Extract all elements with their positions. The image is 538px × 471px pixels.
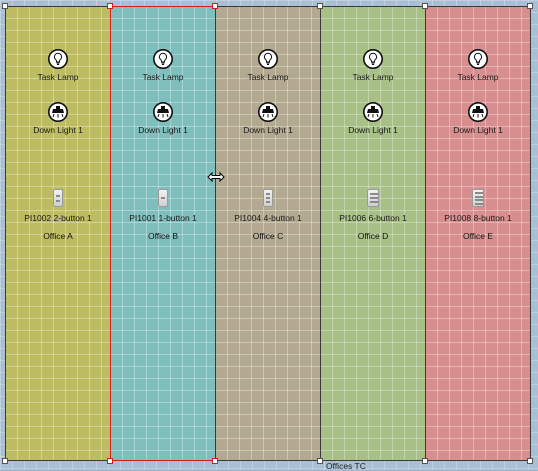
keypad-switch-icon (53, 189, 63, 207)
room-name: Office A (43, 231, 73, 241)
device-task-lamp[interactable]: Task Lamp (111, 49, 215, 82)
device-label: Task Lamp (247, 72, 289, 82)
room-office-c[interactable]: Task Lamp Down Light 1 PI1004 4-button 1… (215, 6, 321, 461)
device-label: Task Lamp (352, 72, 394, 82)
handle-bottom-left[interactable] (2, 458, 8, 464)
device-down-light[interactable]: Down Light 1 (111, 102, 215, 135)
device-down-light[interactable]: Down Light 1 (321, 102, 425, 135)
handle-top-left[interactable] (2, 3, 8, 9)
device-label: Down Light 1 (348, 125, 398, 135)
handle-top[interactable] (212, 3, 218, 9)
keypad-switch-icon (263, 189, 273, 207)
downlight-icon (153, 102, 173, 122)
device-keypad[interactable]: PI1006 6-button 1 (321, 189, 425, 223)
room-office-b[interactable]: Task Lamp Down Light 1 PI1001 1-button 1… (110, 6, 216, 461)
device-label: Down Light 1 (138, 125, 188, 135)
device-down-light[interactable]: Down Light 1 (426, 102, 530, 135)
handle-bottom[interactable] (422, 458, 428, 464)
device-label: Down Light 1 (453, 125, 503, 135)
device-label: PI1001 1-button 1 (129, 213, 197, 223)
bulb-icon (48, 49, 68, 69)
bulb-icon (363, 49, 383, 69)
outer-area-label: Offices TC (326, 461, 366, 471)
resize-horizontal-cursor-icon (207, 171, 225, 183)
handle-bottom[interactable] (107, 458, 113, 464)
device-keypad[interactable]: PI1008 8-button 1 (426, 189, 530, 223)
bulb-icon (153, 49, 173, 69)
device-label: Task Lamp (457, 72, 499, 82)
downlight-icon (468, 102, 488, 122)
downlight-icon (363, 102, 383, 122)
device-task-lamp[interactable]: Task Lamp (426, 49, 530, 82)
keypad-switch-icon (158, 189, 168, 207)
keypad-switch-icon (472, 189, 484, 207)
room-office-e[interactable]: Task Lamp Down Light 1 PI1008 8-button 1… (425, 6, 531, 461)
device-label: PI1002 2-button 1 (24, 213, 92, 223)
device-label: Task Lamp (37, 72, 79, 82)
room-name: Office E (462, 231, 494, 241)
device-task-lamp[interactable]: Task Lamp (321, 49, 425, 82)
device-task-lamp[interactable]: Task Lamp (216, 49, 320, 82)
room-office-a[interactable]: Task Lamp Down Light 1 PI1002 2-button 1… (5, 6, 111, 461)
device-down-light[interactable]: Down Light 1 (216, 102, 320, 135)
device-keypad[interactable]: PI1004 4-button 1 (216, 189, 320, 223)
device-label: Down Light 1 (33, 125, 83, 135)
handle-bottom-right[interactable] (527, 458, 533, 464)
device-label: Down Light 1 (243, 125, 293, 135)
room-name: Office C (252, 231, 284, 241)
device-down-light[interactable]: Down Light 1 (6, 102, 110, 135)
handle-top[interactable] (317, 3, 323, 9)
handle-top-right[interactable] (527, 3, 533, 9)
device-task-lamp[interactable]: Task Lamp (6, 49, 110, 82)
room-name: Office D (357, 231, 389, 241)
device-keypad[interactable]: PI1002 2-button 1 (6, 189, 110, 223)
device-label: PI1006 6-button 1 (339, 213, 407, 223)
downlight-icon (48, 102, 68, 122)
room-name: Office B (147, 231, 179, 241)
device-keypad[interactable]: PI1001 1-button 1 (111, 189, 215, 223)
device-label: PI1008 8-button 1 (444, 213, 512, 223)
room-office-d[interactable]: Task Lamp Down Light 1 PI1006 6-button 1… (320, 6, 426, 461)
handle-bottom[interactable] (317, 458, 323, 464)
bulb-icon (258, 49, 278, 69)
keypad-switch-icon (367, 189, 379, 207)
handle-top[interactable] (422, 3, 428, 9)
handle-bottom[interactable] (212, 458, 218, 464)
bulb-icon (468, 49, 488, 69)
device-label: Task Lamp (142, 72, 184, 82)
downlight-icon (258, 102, 278, 122)
handle-top[interactable] (107, 3, 113, 9)
device-label: PI1004 4-button 1 (234, 213, 302, 223)
